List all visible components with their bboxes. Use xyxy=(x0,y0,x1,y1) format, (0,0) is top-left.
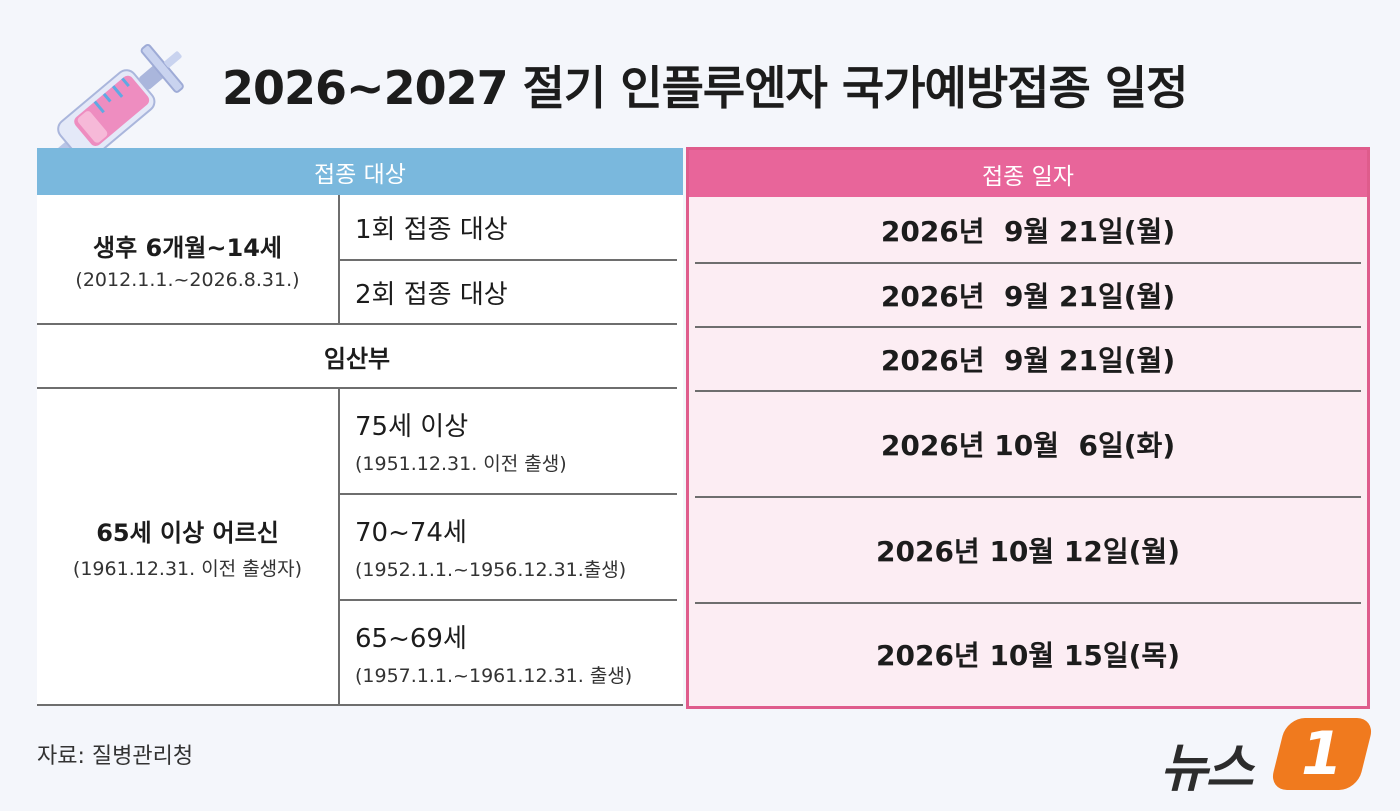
row-divider xyxy=(695,602,1361,604)
senior-group-range: (1961.12.31. 이전 출생자) xyxy=(72,557,303,580)
senior-70-label: 70~74세 xyxy=(355,518,467,548)
senior-65-cell: 65~69세 (1957.1.1.~1961.12.31. 출생) xyxy=(355,601,677,704)
target-column-header: 접종 대상 xyxy=(37,148,683,195)
senior-75-cell: 75세 이상 (1951.12.31. 이전 출생) xyxy=(355,389,677,493)
syringe-icon xyxy=(39,43,184,172)
date-child-dose1: 2026년 9월 21일(월) xyxy=(880,215,1176,248)
child-group-range: (2012.1.1.~2026.8.31.) xyxy=(75,268,300,291)
senior-65-note: (1957.1.1.~1961.12.31. 출생) xyxy=(355,664,633,687)
date-senior-65: 2026년 10월 15일(목) xyxy=(876,639,1180,672)
child-dose2-label: 2회 접종 대상 xyxy=(355,279,508,310)
senior-70-note: (1952.1.1.~1956.12.31.출생) xyxy=(355,559,627,581)
date-child-dose2: 2026년 9월 21일(월) xyxy=(880,280,1176,313)
date-senior-70: 2026년 10월 12일(월) xyxy=(876,535,1180,568)
schedule-table: 접종 일자 2026년 9월 21일(월) 2026년 9월 21일(월) 20… xyxy=(686,147,1370,709)
child-group-label: 생후 6개월~14세 xyxy=(93,233,282,262)
senior-group-cell: 65세 이상 어르신 (1961.12.31. 이전 출생자) xyxy=(37,389,338,704)
logo-text: 뉴스 xyxy=(1160,739,1254,799)
row-divider xyxy=(340,599,677,601)
news1-logo: 뉴스 1 xyxy=(1160,718,1375,799)
date-senior-75: 2026년 10월 6일(화) xyxy=(880,429,1176,462)
logo-badge: 1 xyxy=(1269,718,1375,790)
senior-75-label: 75세 이상 xyxy=(355,412,469,442)
child-group-cell: 생후 6개월~14세 (2012.1.1.~2026.8.31.) xyxy=(37,195,338,323)
row-divider xyxy=(37,323,677,325)
child-dose1-cell: 1회 접종 대상 xyxy=(355,195,675,259)
row-divider xyxy=(695,262,1361,264)
child-dose1-label: 1회 접종 대상 xyxy=(355,214,508,245)
date-pregnant: 2026년 9월 21일(월) xyxy=(880,344,1176,377)
logo-badge-number: 1 xyxy=(1301,719,1343,789)
senior-group-label: 65세 이상 어르신 xyxy=(96,518,279,547)
row-divider xyxy=(37,387,677,389)
target-table: 생후 6개월~14세 (2012.1.1.~2026.8.31.) 1회 접종 … xyxy=(37,195,683,706)
senior-70-cell: 70~74세 (1952.1.1.~1956.12.31.출생) xyxy=(355,495,677,599)
child-dose2-cell: 2회 접종 대상 xyxy=(355,261,675,323)
table-bottom-border xyxy=(37,704,683,706)
pregnant-cell: 임산부 xyxy=(37,325,677,387)
senior-75-note: (1951.12.31. 이전 출생) xyxy=(355,453,567,475)
row-divider xyxy=(695,390,1361,392)
date-column-header: 접종 일자 xyxy=(689,150,1367,197)
source-caption: 자료: 질병관리청 xyxy=(37,744,194,769)
row-divider xyxy=(695,326,1361,328)
senior-65-label: 65~69세 xyxy=(355,623,467,654)
column-divider xyxy=(338,389,340,706)
row-divider xyxy=(340,259,677,261)
page-title: 2026~2027 절기 인플루엔자 국가예방접종 일정 xyxy=(222,61,1188,115)
row-divider xyxy=(340,493,677,495)
pregnant-label: 임산부 xyxy=(323,344,391,373)
row-divider xyxy=(695,496,1361,498)
column-divider xyxy=(338,195,340,323)
